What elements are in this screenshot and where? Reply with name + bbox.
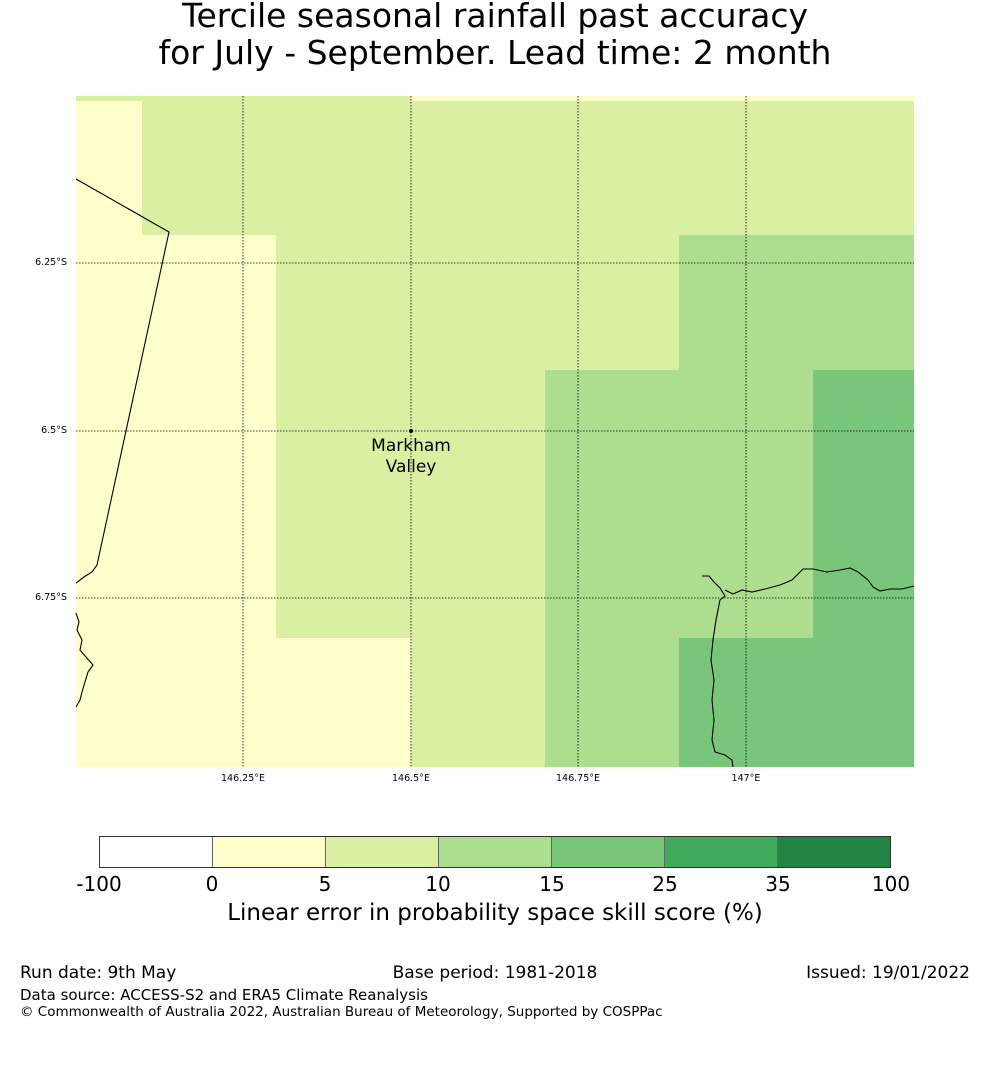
base-period: Base period: 1981-2018 xyxy=(392,963,598,983)
skill-cell xyxy=(545,638,679,767)
colorbar-swatch xyxy=(439,837,552,867)
skill-cell xyxy=(545,370,813,638)
colorbar-swatch xyxy=(778,837,890,867)
place-label: Markham Valley xyxy=(341,436,481,478)
skill-map xyxy=(75,96,915,768)
coast-west xyxy=(75,612,94,708)
colorbar-swatch xyxy=(326,837,439,867)
colorbar-tick: 5 xyxy=(318,872,332,896)
copyright: © Commonwealth of Australia 2022, Austra… xyxy=(20,1004,663,1020)
colorbar-swatch xyxy=(665,837,778,867)
place-marker xyxy=(409,429,413,433)
colorbar-tick: 35 xyxy=(765,872,791,896)
colorbar xyxy=(99,836,891,868)
colorbar-swatch xyxy=(213,837,326,867)
skill-cell xyxy=(813,370,914,767)
skill-cell xyxy=(276,370,545,638)
colorbar-label: Linear error in probability space skill … xyxy=(227,900,763,926)
skill-cell xyxy=(411,638,545,767)
map-title-line1: Tercile seasonal rainfall past accuracy xyxy=(181,0,809,35)
lon-label: 147°E xyxy=(731,773,761,784)
colorbar-tick: 0 xyxy=(205,872,219,896)
map-title-line2: for July - September. Lead time: 2 month xyxy=(158,33,832,72)
lon-label: 146.75°E xyxy=(556,773,600,784)
issued-date: Issued: 19/01/2022 xyxy=(806,963,970,983)
colorbar-tick: -100 xyxy=(76,872,122,896)
skill-cell xyxy=(411,101,914,235)
skill-cell xyxy=(142,101,411,235)
skill-cell xyxy=(276,235,679,370)
border-line xyxy=(75,178,170,584)
colorbar-tick: 25 xyxy=(652,872,678,896)
lat-label: 6.75°S xyxy=(35,592,67,603)
colorbar-tick: 15 xyxy=(539,872,565,896)
lat-label: 6.5°S xyxy=(41,425,67,436)
lat-label: 6.25°S xyxy=(35,257,67,268)
data-source: Data source: ACCESS-S2 and ERA5 Climate … xyxy=(20,986,428,1004)
skill-cell xyxy=(76,96,411,101)
run-date: Run date: 9th May xyxy=(20,963,177,983)
colorbar-swatch xyxy=(552,837,665,867)
lon-label: 146.25°E xyxy=(221,773,265,784)
colorbar-swatch xyxy=(100,837,213,867)
coast-east xyxy=(702,567,915,768)
place-name-line2: Valley xyxy=(385,457,437,477)
coastline xyxy=(75,178,915,768)
gridlines xyxy=(76,96,914,767)
lon-label: 146.5°E xyxy=(392,773,430,784)
colorbar-tick: 10 xyxy=(425,872,451,896)
place-name-line1: Markham xyxy=(371,436,451,456)
skill-cell xyxy=(679,235,914,370)
colorbar-tick: 100 xyxy=(871,872,911,896)
